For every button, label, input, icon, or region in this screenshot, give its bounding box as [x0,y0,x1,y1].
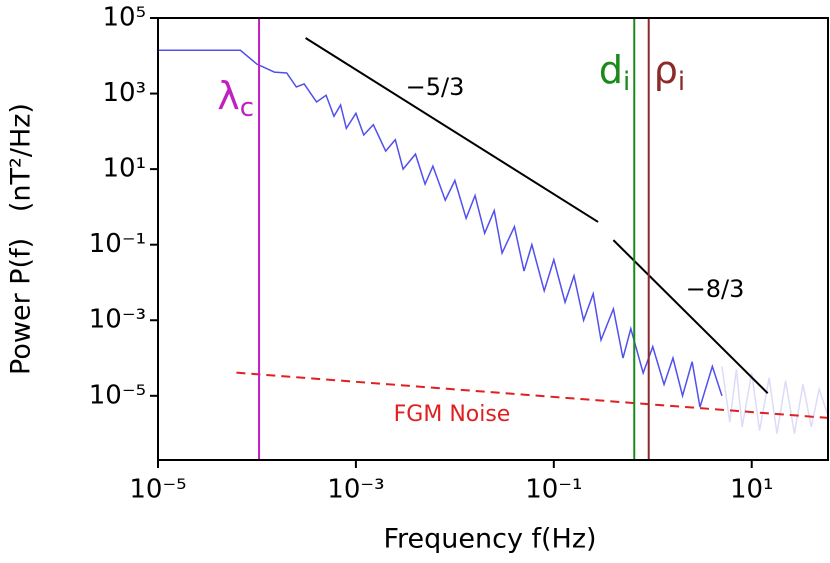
vline-symbol: d [599,48,623,92]
x-tick-label: 10⁻¹ [525,475,582,505]
slope-label: −5/3 [406,73,465,101]
vline-subscript: i [623,67,630,97]
spectrum-line [721,366,828,434]
vline-label: λc [217,74,254,123]
vline-label: ρi [654,48,685,97]
vline-symbol: λ [217,74,240,118]
y-tick-label: 10⁻⁵ [89,380,146,410]
x-tick-label: 10¹ [730,475,774,505]
y-tick-label: 10⁻³ [89,305,146,335]
plot-area [158,18,828,460]
vline-symbol: ρ [654,48,678,92]
noise-line [236,371,828,419]
x-tick-label: 10⁻⁵ [129,475,186,505]
slope-line [612,239,769,394]
y-tick-label: 10¹ [102,154,146,184]
noise-label: FGM Noise [394,402,511,427]
vline-subscript: i [678,67,685,97]
y-tick-label: 10³ [102,78,146,108]
spectrum-line [158,49,723,408]
x-tick-label: 10⁻³ [327,475,384,505]
y-tick-label: 10⁻¹ [89,229,146,259]
y-axis-label: Power P(f) (nT²/Hz) [6,103,37,375]
vline-label: di [599,48,630,97]
slope-line [305,37,599,223]
plot-frame [157,17,829,461]
x-axis-label: Frequency f(Hz) [383,524,596,555]
vline-subscript: c [240,93,254,123]
y-tick-label: 10⁵ [102,3,146,33]
slope-label: −8/3 [686,275,745,303]
